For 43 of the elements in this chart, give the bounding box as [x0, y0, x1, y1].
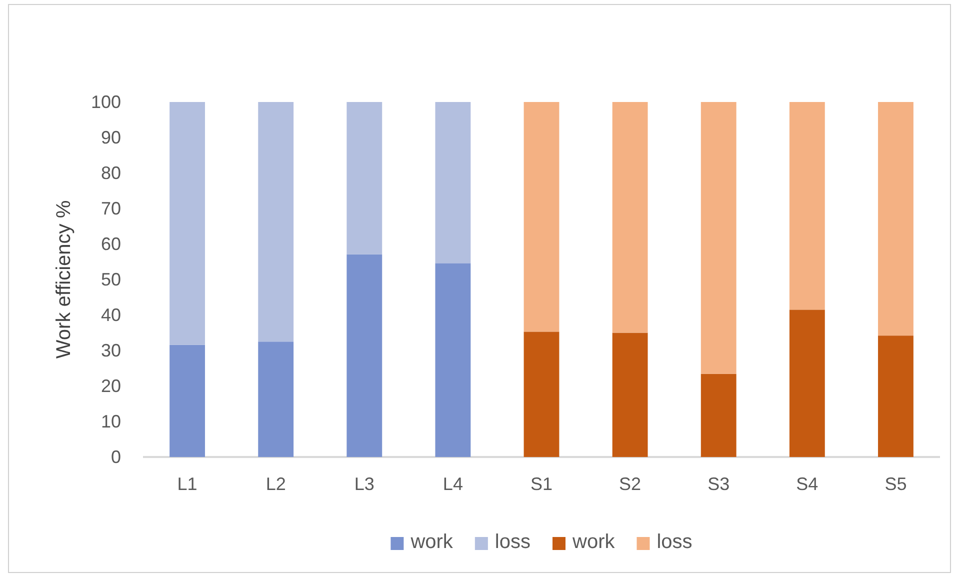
- y-tick-label: 100: [90, 92, 121, 112]
- x-tick-label: L4: [442, 474, 463, 494]
- bar: [524, 102, 560, 332]
- y-tick-label: 50: [100, 269, 121, 290]
- y-tick-label: 80: [100, 162, 121, 183]
- bar: [789, 102, 825, 310]
- bar: [346, 254, 382, 457]
- x-tick-label: L1: [177, 474, 198, 494]
- y-tick-label: 90: [100, 127, 121, 148]
- bar: [612, 332, 648, 457]
- y-tick-label: 70: [100, 198, 121, 218]
- y-tick-label: 40: [100, 304, 121, 325]
- x-tick-label: L2: [266, 474, 286, 494]
- x-tick-label: S2: [619, 474, 642, 494]
- bar: [170, 344, 205, 457]
- y-tick-label: 20: [100, 376, 121, 396]
- y-axis-title: Work efficiency %: [53, 200, 75, 359]
- bar: [346, 102, 382, 254]
- y-tick-label: 0: [110, 446, 121, 467]
- bar: [435, 102, 471, 264]
- x-tick-label: S4: [796, 474, 818, 494]
- bar: [789, 310, 825, 457]
- y-tick-label: 10: [100, 411, 121, 432]
- bar: [524, 332, 560, 457]
- bar: [878, 102, 914, 336]
- bar: [258, 102, 294, 342]
- bar: [878, 336, 914, 457]
- x-tick-label: L3: [354, 474, 374, 494]
- bar: [700, 102, 736, 374]
- legend-label: work: [572, 531, 616, 553]
- y-tick-label: 60: [100, 234, 121, 254]
- bar: [170, 102, 205, 345]
- legend-label: loss: [494, 531, 530, 553]
- x-tick-label: S3: [708, 474, 730, 494]
- bar: [700, 374, 736, 457]
- bar: [435, 263, 471, 457]
- x-tick-label: S1: [530, 474, 553, 494]
- x-tick-label: S5: [884, 474, 907, 494]
- legend-label: work: [410, 531, 454, 553]
- bar: [258, 342, 294, 457]
- legend-label: loss: [656, 531, 692, 553]
- bar: [612, 102, 648, 333]
- y-tick-label: 30: [100, 340, 121, 360]
